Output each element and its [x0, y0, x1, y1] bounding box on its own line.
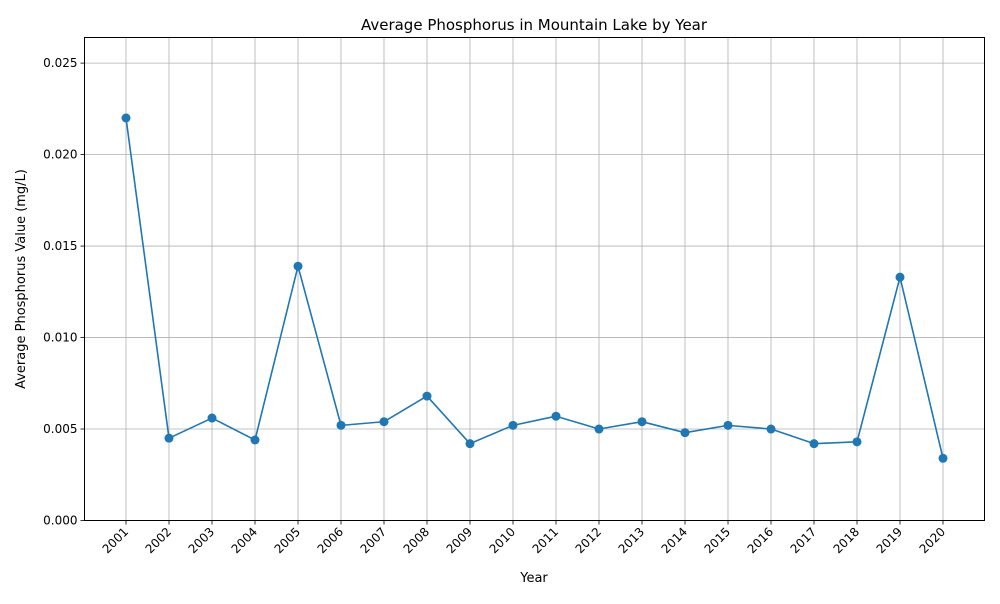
y-tick-label: 0.025 [43, 56, 77, 70]
y-tick-label: 0.005 [43, 422, 77, 436]
data-point [809, 439, 819, 449]
data-point [895, 272, 905, 282]
data-point [637, 417, 647, 427]
data-point [121, 113, 131, 123]
data-point [766, 424, 776, 434]
x-tick-label: 2020 [917, 525, 948, 556]
x-tick-label: 2019 [874, 525, 905, 556]
x-tick-label: 2001 [100, 525, 131, 556]
data-point [551, 411, 561, 421]
data-point [207, 413, 217, 423]
y-tick-label: 0.020 [43, 148, 77, 162]
data-point [723, 420, 733, 430]
x-tick-label: 2004 [229, 525, 260, 556]
x-tick-label: 2011 [530, 525, 561, 556]
plot-frame [84, 37, 985, 521]
data-point [594, 424, 604, 434]
data-point [680, 428, 690, 438]
axis-ticks: 2001 2002 2003 2004 2005 2006 2007 2008 2009 2010… [43, 56, 948, 556]
data-point [250, 435, 260, 445]
data-point [164, 433, 174, 443]
y-tick-label: 0.010 [43, 331, 77, 345]
x-tick-label: 2010 [487, 525, 518, 556]
y-tick-label: 0.000 [43, 514, 77, 528]
x-axis-label: Year [519, 571, 548, 586]
x-tick-label: 2006 [315, 525, 346, 556]
data-point [938, 453, 948, 463]
x-tick-label: 2018 [831, 525, 862, 556]
x-tick-label: 2009 [444, 525, 475, 556]
data-point [508, 420, 518, 430]
x-tick-label: 2012 [573, 525, 604, 556]
x-tick-label: 2014 [659, 525, 690, 556]
data-point [852, 437, 862, 447]
y-axis-label: Average Phosphorus Value (mg/L) [14, 169, 29, 389]
series-line [125, 117, 944, 459]
data-point [422, 391, 432, 401]
x-tick-label: 2008 [401, 525, 432, 556]
chart-title: Average Phosphorus in Mountain Lake by Y… [361, 16, 708, 34]
data-point [336, 420, 346, 430]
grid-lines [84, 37, 985, 521]
x-tick-label: 2013 [616, 525, 647, 556]
series-layer [121, 113, 948, 463]
x-tick-label: 2015 [702, 525, 733, 556]
data-point [293, 261, 303, 271]
x-tick-label: 2017 [788, 525, 819, 556]
data-point [379, 417, 389, 427]
x-tick-label: 2002 [143, 525, 174, 556]
x-tick-label: 2016 [745, 525, 776, 556]
x-tick-label: 2005 [272, 525, 303, 556]
data-point [465, 439, 475, 449]
x-tick-label: 2003 [186, 525, 217, 556]
y-tick-label: 0.015 [43, 239, 77, 253]
x-tick-label: 2007 [358, 525, 389, 556]
